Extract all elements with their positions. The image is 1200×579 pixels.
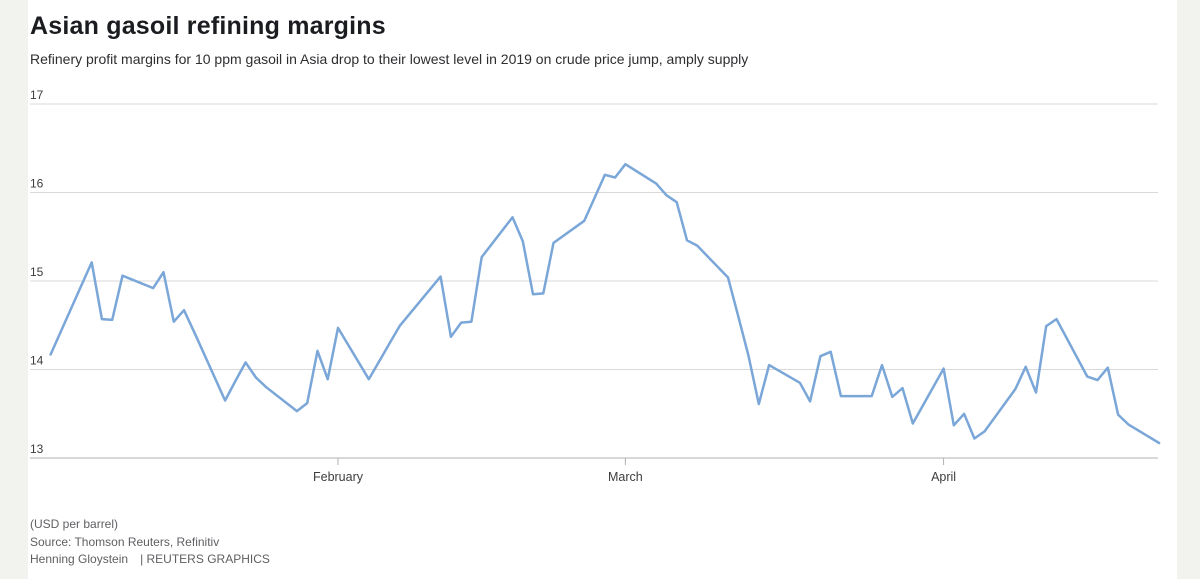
byline: Henning Gloystein [30, 552, 129, 566]
margin-series-line [49, 162, 1161, 445]
y-axis-label-17: 17 [30, 88, 44, 102]
y-axis-label-16: 16 [30, 177, 44, 191]
gasoil-margins-line-chart: 13 14 15 16 17 February March April [30, 88, 1161, 484]
x-axis-label-april: April [931, 470, 956, 484]
credit-note: Henning Gloystein | REUTERS GRAPHICS [30, 551, 270, 569]
x-axis-label-february: February [313, 470, 364, 484]
y-axis-label-15: 15 [30, 265, 44, 279]
chart-subtitle: Refinery profit margins for 10 ppm gasoi… [30, 51, 749, 67]
chart-title: Asian gasoil refining margins [30, 12, 386, 40]
x-axis-label-march: March [608, 470, 643, 484]
y-axis-label-14: 14 [30, 354, 44, 368]
chart-footer: (USD per barrel) Source: Thomson Reuters… [30, 516, 270, 569]
chart-header: Asian gasoil refining margins Refinery p… [30, 12, 1160, 67]
y-axis-label-13: 13 [30, 442, 44, 456]
unit-note: (USD per barrel) [30, 517, 119, 531]
page-right-margin [1177, 0, 1200, 579]
page-left-margin [0, 0, 28, 579]
source-note: Source: Thomson Reuters, Refinitiv [30, 534, 220, 549]
brand-label: | REUTERS GRAPHICS [140, 552, 270, 566]
